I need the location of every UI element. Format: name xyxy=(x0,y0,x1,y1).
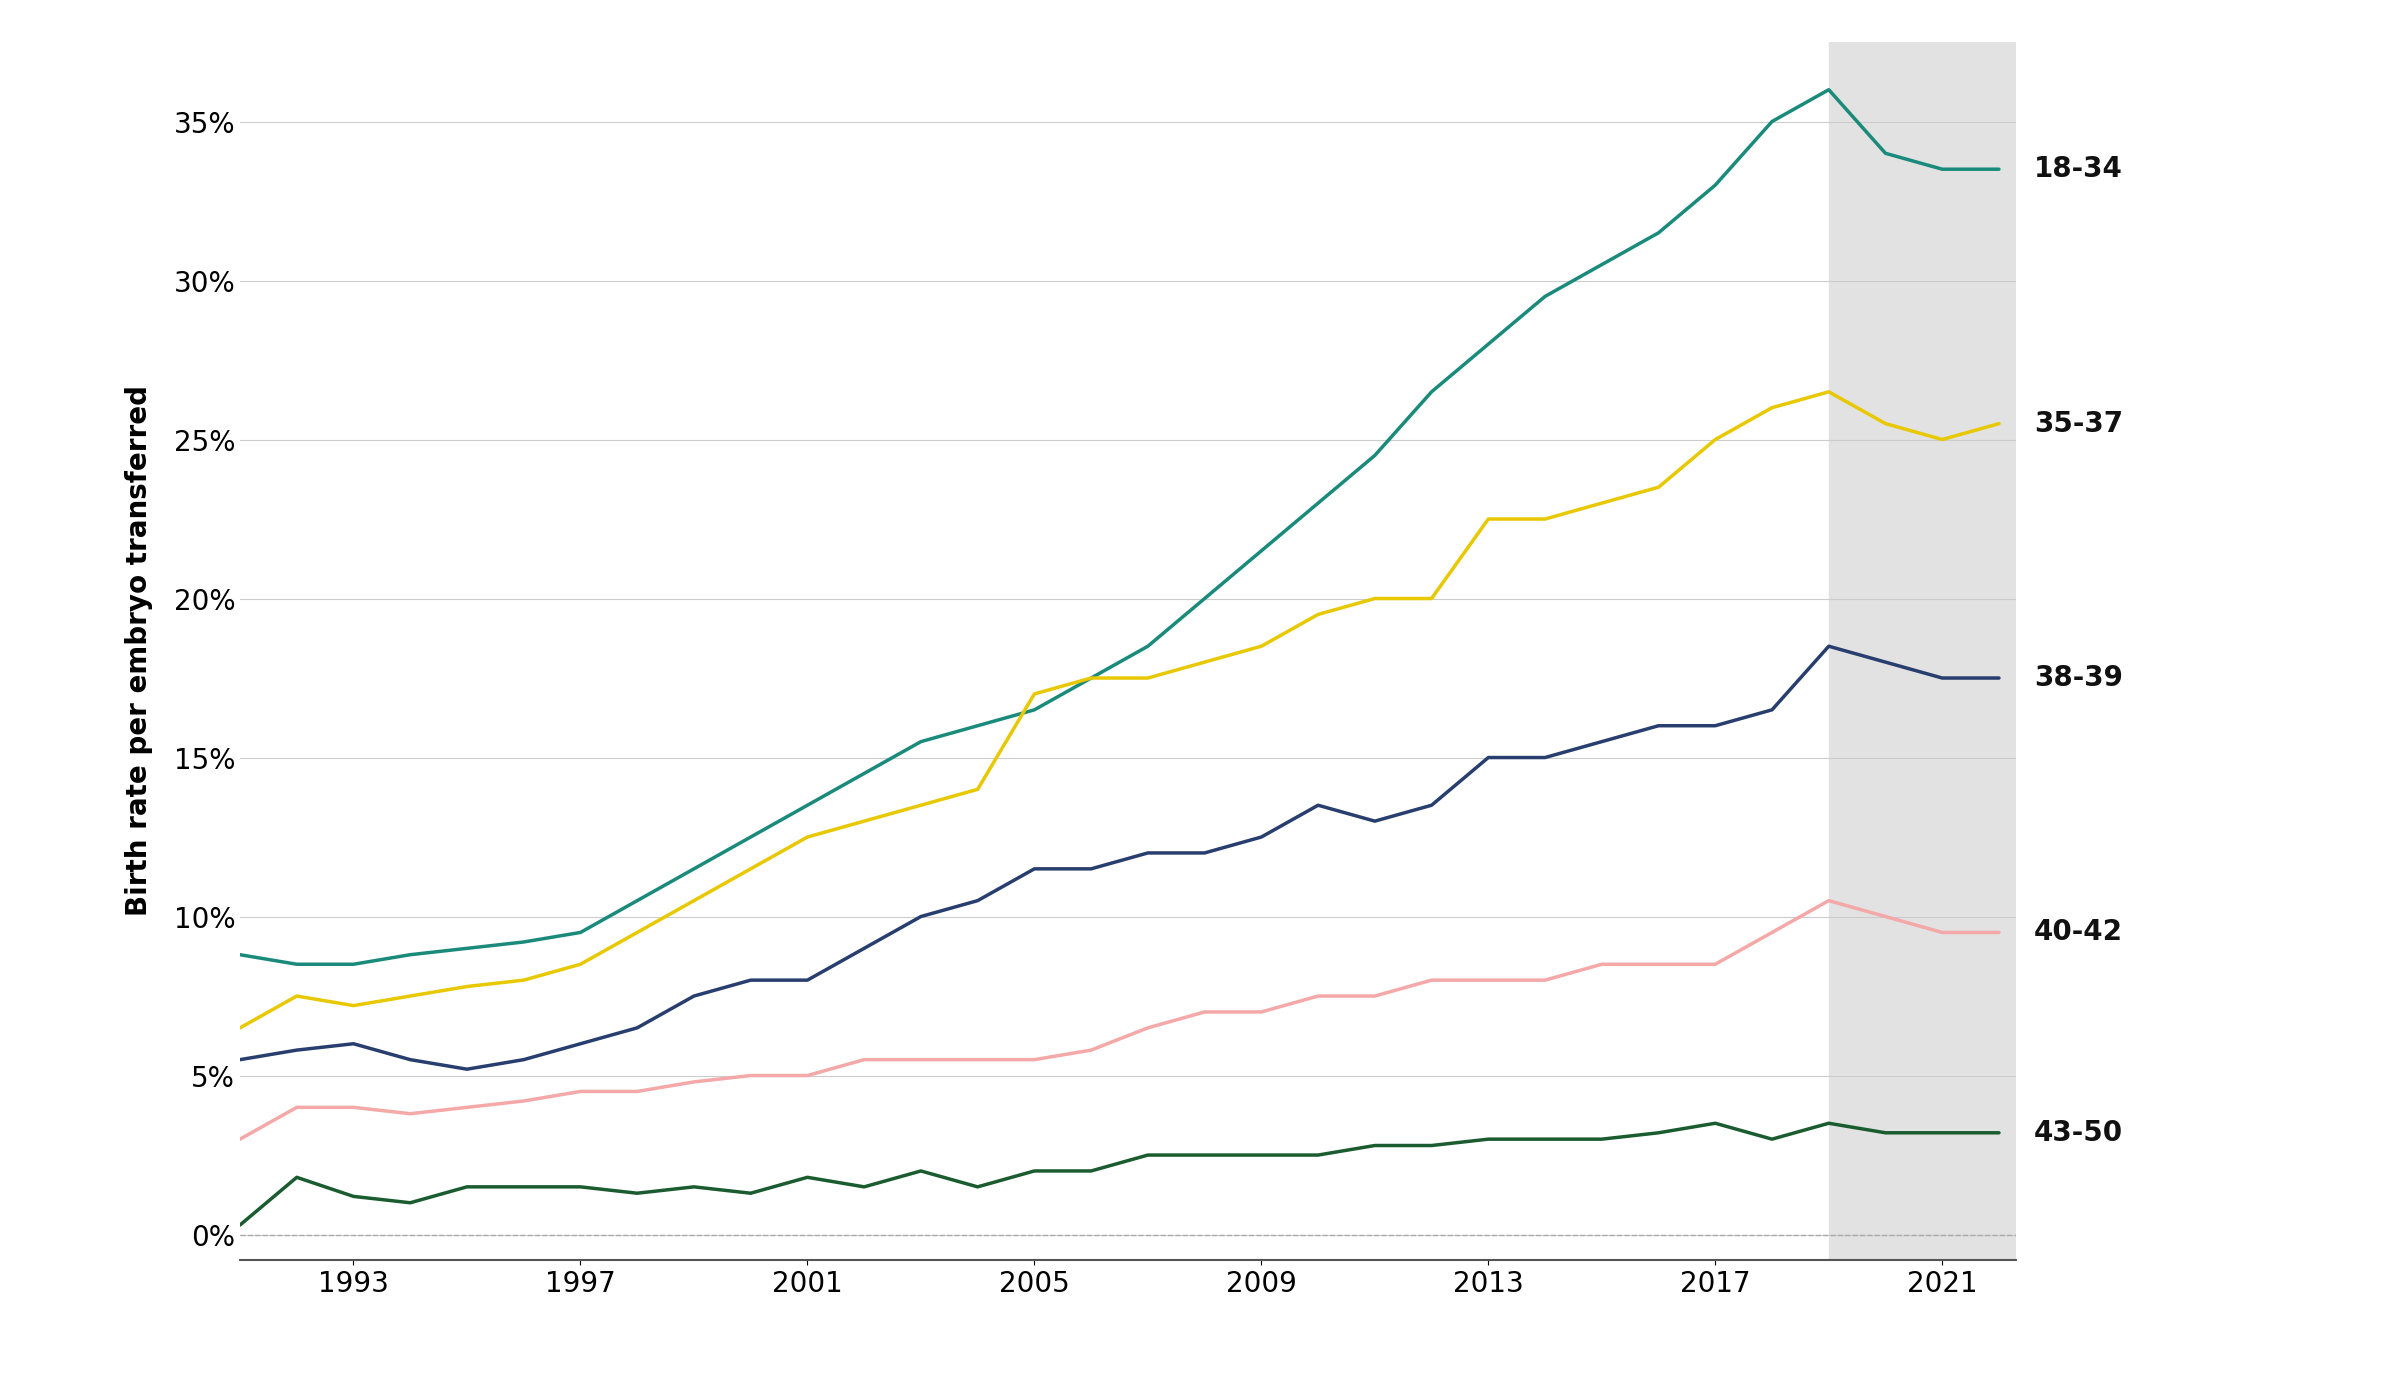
Bar xyxy=(1829,42,2016,1260)
Y-axis label: Birth rate per embryo transferred: Birth rate per embryo transferred xyxy=(125,385,154,917)
Text: 40-42: 40-42 xyxy=(2033,918,2122,946)
Text: 43-50: 43-50 xyxy=(2033,1119,2124,1147)
Text: 35-37: 35-37 xyxy=(2033,410,2124,438)
Text: 38-39: 38-39 xyxy=(2033,664,2122,692)
Text: 18-34: 18-34 xyxy=(2033,155,2122,183)
